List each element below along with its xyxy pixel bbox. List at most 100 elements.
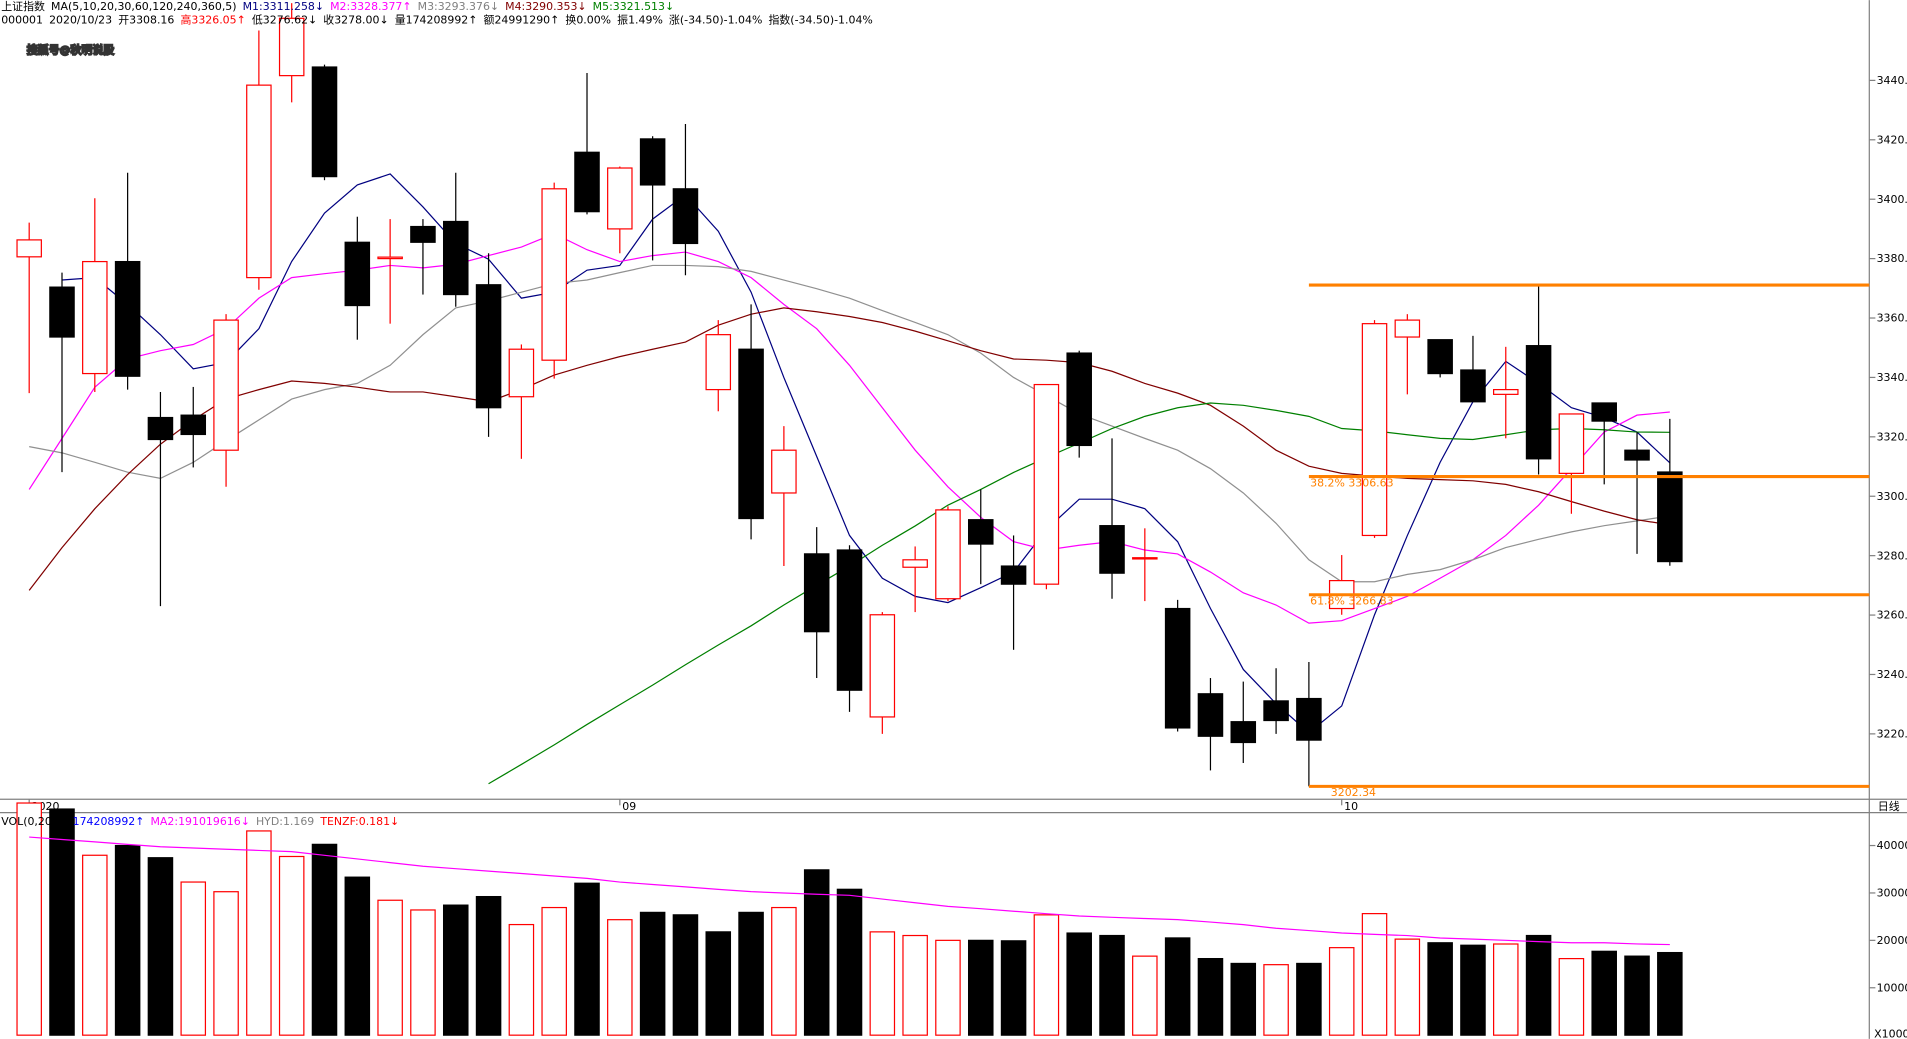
- volume-bar: [1296, 962, 1322, 1036]
- candle-body: [738, 348, 764, 520]
- candle-body: [1263, 700, 1289, 722]
- y-tick-label: 3260.00: [1877, 609, 1907, 622]
- volume-bar: [1394, 938, 1421, 1036]
- candle-body: [213, 319, 239, 451]
- header-item: 000001: [1, 13, 43, 26]
- legend-item: MA2:191019616↓: [151, 815, 250, 828]
- period-label: 日线: [1878, 799, 1900, 813]
- y-tick-label: 3420.00: [1877, 133, 1907, 146]
- header-line: 000001 2020/10/23 开3308.16 高3326.05↑ 低3276.6…: [1, 12, 873, 26]
- candle-body: [771, 449, 797, 494]
- volume-bar: [344, 876, 371, 1036]
- volume-bar: [82, 854, 108, 1036]
- candle-body: [1624, 449, 1650, 461]
- volume-bar: [738, 911, 764, 1036]
- volume-bar: [246, 830, 272, 1036]
- volume-bar: [49, 808, 75, 1036]
- candle-body: [278, 17, 305, 77]
- candle-body: [803, 553, 830, 633]
- header-line: 上证指数 MA(5,10,20,30,60,120,240,360,5) M1:33…: [1, 0, 674, 13]
- volume-bar: [508, 923, 535, 1036]
- x-tick-label: 10: [1344, 800, 1358, 813]
- header-item: M1:3311.258↓: [243, 0, 324, 13]
- y-tick-label: 200000: [1877, 934, 1907, 947]
- volume-bar: [1657, 951, 1683, 1036]
- header-item: 换0.00%: [565, 12, 611, 26]
- candle-body: [639, 138, 666, 186]
- candle-body: [1558, 413, 1585, 474]
- legend-item: 174208992↑: [73, 815, 145, 828]
- header-item: 开3308.16: [118, 13, 174, 26]
- candle-body: [344, 241, 371, 307]
- candle-body: [607, 167, 633, 230]
- header-item: 量174208992↑: [395, 13, 478, 26]
- volume-bar: [967, 939, 994, 1036]
- header-item: 涨(-34.50)-1.04%: [669, 13, 762, 26]
- candle-body: [705, 334, 732, 391]
- header-item: M5:3321.513↓: [593, 0, 674, 13]
- candle-body: [16, 239, 42, 258]
- volume-bar: [1460, 944, 1486, 1036]
- y-tick-label: 300000: [1877, 887, 1907, 900]
- volume-bar: [1099, 934, 1125, 1036]
- volume-bar: [1000, 940, 1027, 1036]
- header-item: 指数(-34.50)-1.04%: [768, 12, 872, 26]
- volume-bar: [803, 869, 830, 1036]
- candle-body: [442, 220, 469, 296]
- volume-bar: [574, 882, 600, 1036]
- volume-bar: [1624, 955, 1650, 1036]
- volume-bar: [410, 909, 436, 1036]
- volume-bar: [1361, 913, 1388, 1036]
- candle-body: [377, 256, 403, 260]
- candle-body: [49, 286, 75, 338]
- y-tick-label: 400000: [1877, 839, 1907, 852]
- y-tick-label: 3320.00: [1877, 430, 1907, 443]
- candle-body: [1591, 402, 1617, 422]
- candle-body: [1099, 525, 1125, 574]
- volume-bar: [1263, 964, 1289, 1036]
- header-item: 上证指数: [1, 0, 45, 13]
- volume-bar: [836, 888, 863, 1036]
- unit-label: X10000: [1874, 1028, 1907, 1039]
- ma-line: [61, 173, 1671, 734]
- candle-body: [1394, 319, 1421, 338]
- x-tick-label: 09: [622, 800, 636, 813]
- watermark: 搜狐号@秋明说股: [27, 43, 115, 57]
- volume-bar: [869, 931, 896, 1036]
- volume-legend: VOL(0,20,0) 174208992↑ MA2:191019616↓ HYD:1…: [1, 815, 399, 828]
- volume-bar: [311, 843, 338, 1036]
- candle-body: [1361, 323, 1388, 537]
- volume-bar: [114, 844, 141, 1036]
- y-tick-label: 3280.00: [1877, 549, 1907, 562]
- volume-bar: [1328, 947, 1355, 1036]
- volume-bar: [1427, 942, 1453, 1036]
- y-tick-label: 3220.00: [1877, 728, 1907, 741]
- volume-bar: [1132, 955, 1158, 1036]
- header-item: 高3326.05↑: [180, 12, 245, 26]
- level-label: 61.8% 3266.83: [1310, 595, 1393, 608]
- volume-ma-line: [29, 836, 1670, 946]
- candle-body: [1427, 339, 1453, 375]
- ma-line: [29, 264, 1670, 583]
- candle-body: [1197, 693, 1224, 737]
- header-item: 收3278.00↓: [323, 12, 388, 26]
- volume-bar: [1591, 950, 1617, 1036]
- candle-body: [508, 348, 535, 398]
- candle-body: [410, 225, 436, 243]
- candle-body: [1525, 345, 1552, 460]
- legend-item: HYD:1.169: [256, 815, 314, 828]
- candle-body: [246, 84, 272, 279]
- y-tick-label: 3400.00: [1877, 193, 1907, 206]
- y-tick-label: 100000: [1877, 981, 1907, 994]
- volume-bar: [639, 911, 666, 1036]
- level-label: 38.2% 3306.63: [1310, 476, 1393, 489]
- volume-bar: [1164, 937, 1191, 1036]
- y-tick-label: 3340.00: [1877, 371, 1907, 384]
- volume-bar: [1033, 914, 1060, 1036]
- candle-body: [836, 549, 863, 691]
- y-tick-label: 3240.00: [1877, 668, 1907, 681]
- candle-body: [967, 519, 994, 545]
- candle-body: [902, 559, 928, 568]
- candle-body: [1132, 557, 1158, 560]
